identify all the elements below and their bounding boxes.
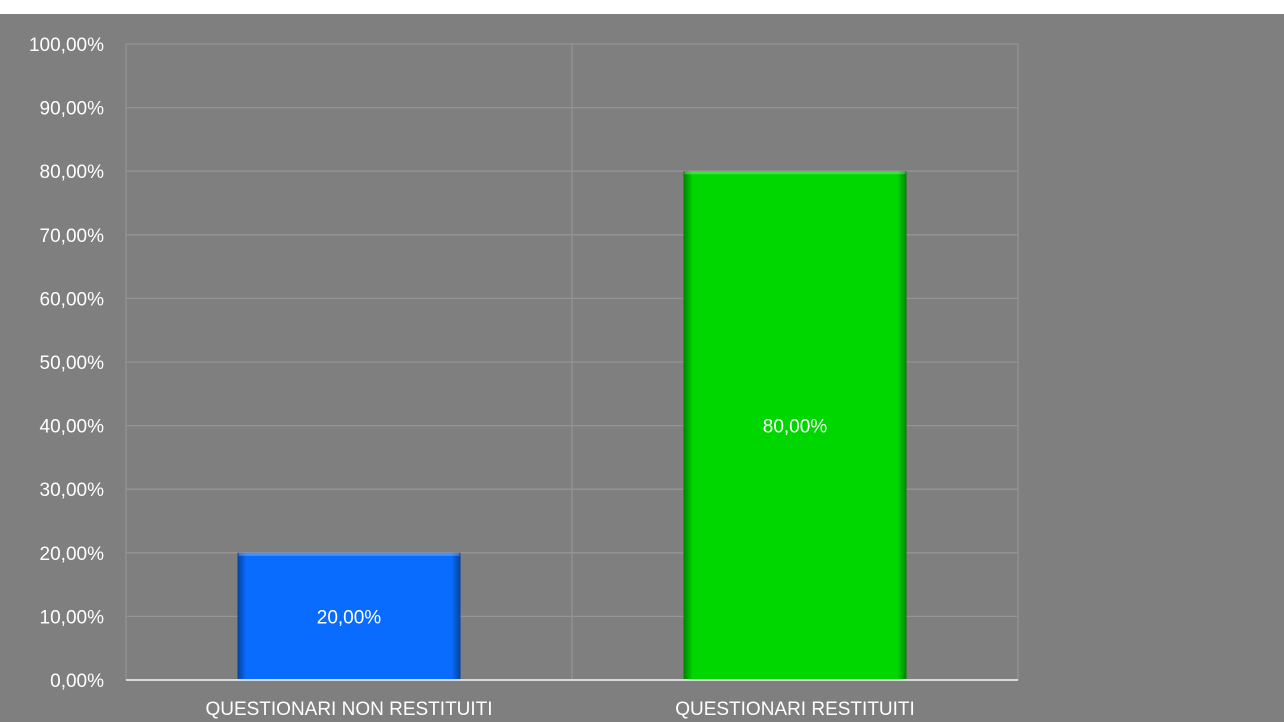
y-tick-label: 100,00% <box>29 35 104 56</box>
chart-area: 0,00% 10,00% 20,00% 30,00% 40,00% 50,00% 60,00… <box>0 14 1284 722</box>
y-tick-label: 10,00% <box>40 607 105 628</box>
y-tick-label: 40,00% <box>40 417 105 438</box>
y-tick-label: 80,00% <box>40 162 105 183</box>
y-tick-label: 0,00% <box>50 671 104 692</box>
data-label: 80,00% <box>763 417 828 438</box>
y-tick-label: 30,00% <box>40 480 105 501</box>
chart-background <box>0 14 1284 722</box>
y-tick-label: 50,00% <box>40 353 105 374</box>
y-tick-label: 60,00% <box>40 289 105 310</box>
bar <box>237 552 461 680</box>
bar-highlight <box>238 552 460 556</box>
x-tick-label: QUESTIONARI RESTITUITI <box>675 699 915 720</box>
y-tick-label: 90,00% <box>40 99 105 120</box>
bar <box>683 171 907 680</box>
y-tick-label: 20,00% <box>40 544 105 565</box>
bar-highlight <box>684 171 906 175</box>
data-label: 20,00% <box>317 607 382 628</box>
bar-chart: 0,00% 10,00% 20,00% 30,00% 40,00% 50,00% 60,00… <box>0 14 1284 722</box>
y-tick-label: 70,00% <box>40 226 105 247</box>
x-tick-label: QUESTIONARI NON RESTITUITI <box>205 699 492 720</box>
